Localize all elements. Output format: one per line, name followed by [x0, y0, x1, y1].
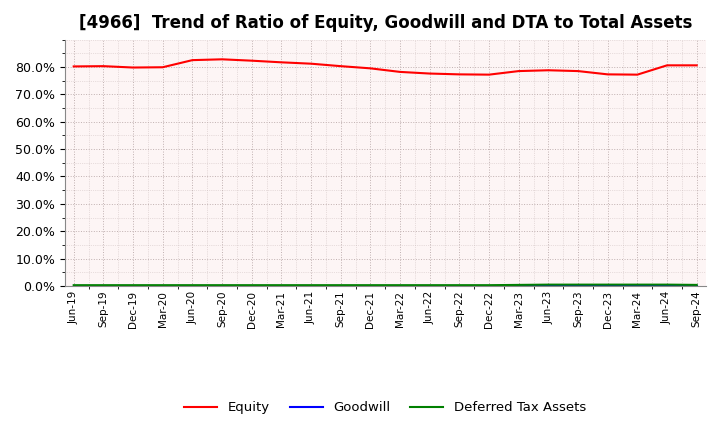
Goodwill [514, 283, 523, 289]
Equity [69, 64, 78, 69]
Deferred Tax Assets [426, 282, 434, 288]
Legend: Equity, Goodwill, Deferred Tax Assets: Equity, Goodwill, Deferred Tax Assets [179, 396, 591, 420]
Equity [99, 63, 108, 69]
Goodwill [158, 283, 167, 289]
Title: [4966]  Trend of Ratio of Equity, Goodwill and DTA to Total Assets: [4966] Trend of Ratio of Equity, Goodwil… [78, 15, 692, 33]
Deferred Tax Assets [662, 282, 671, 287]
Deferred Tax Assets [455, 282, 464, 288]
Goodwill [99, 283, 108, 289]
Goodwill [603, 283, 612, 289]
Deferred Tax Assets [485, 282, 493, 288]
Equity [603, 72, 612, 77]
Goodwill [366, 283, 374, 289]
Equity [129, 65, 138, 70]
Goodwill [129, 283, 138, 289]
Goodwill [633, 283, 642, 289]
Deferred Tax Assets [693, 282, 701, 288]
Deferred Tax Assets [544, 282, 553, 287]
Goodwill [307, 283, 315, 289]
Equity [307, 61, 315, 66]
Deferred Tax Assets [158, 282, 167, 288]
Goodwill [248, 283, 256, 289]
Equity [248, 58, 256, 63]
Equity [336, 63, 345, 69]
Equity [662, 62, 671, 68]
Deferred Tax Assets [248, 282, 256, 288]
Deferred Tax Assets [633, 282, 642, 287]
Equity [217, 57, 226, 62]
Deferred Tax Assets [514, 282, 523, 288]
Goodwill [574, 283, 582, 289]
Deferred Tax Assets [99, 282, 108, 288]
Deferred Tax Assets [188, 282, 197, 288]
Goodwill [69, 283, 78, 289]
Goodwill [693, 283, 701, 289]
Equity [574, 69, 582, 74]
Equity [158, 65, 167, 70]
Equity [396, 69, 405, 74]
Equity [455, 72, 464, 77]
Equity [633, 72, 642, 77]
Deferred Tax Assets [129, 282, 138, 288]
Deferred Tax Assets [396, 282, 405, 288]
Goodwill [544, 283, 553, 289]
Deferred Tax Assets [603, 282, 612, 287]
Goodwill [217, 283, 226, 289]
Deferred Tax Assets [574, 282, 582, 287]
Goodwill [396, 283, 405, 289]
Line: Equity: Equity [73, 59, 697, 75]
Equity [544, 68, 553, 73]
Deferred Tax Assets [69, 282, 78, 288]
Equity [188, 58, 197, 63]
Goodwill [277, 283, 286, 289]
Goodwill [426, 283, 434, 289]
Deferred Tax Assets [366, 282, 374, 288]
Deferred Tax Assets [277, 282, 286, 288]
Goodwill [188, 283, 197, 289]
Equity [693, 62, 701, 68]
Equity [426, 71, 434, 76]
Equity [514, 69, 523, 74]
Goodwill [485, 283, 493, 289]
Goodwill [336, 283, 345, 289]
Goodwill [662, 283, 671, 289]
Deferred Tax Assets [217, 282, 226, 288]
Goodwill [455, 283, 464, 289]
Deferred Tax Assets [336, 282, 345, 288]
Deferred Tax Assets [307, 282, 315, 288]
Equity [366, 66, 374, 71]
Equity [485, 72, 493, 77]
Equity [277, 60, 286, 65]
